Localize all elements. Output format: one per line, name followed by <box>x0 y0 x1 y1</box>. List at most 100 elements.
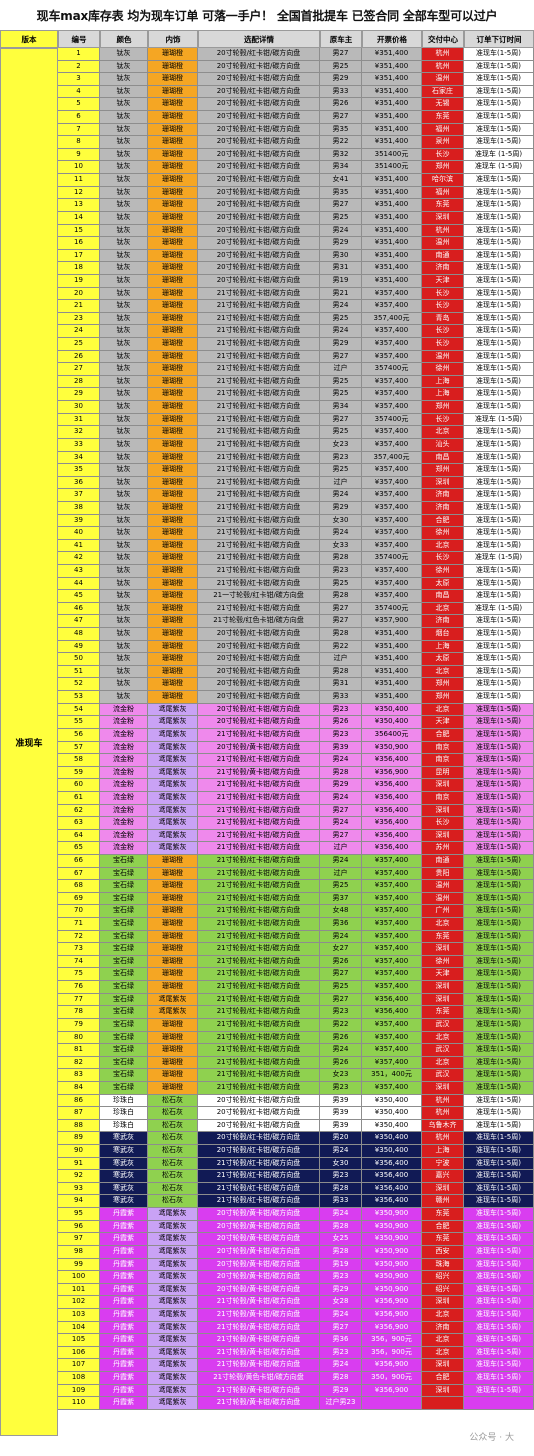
row-options: 21寸轮毂/红卡钳/碳方向盘 <box>198 577 320 591</box>
row-delivery-city: 北京 <box>422 602 464 616</box>
row-delivery-city: 福州 <box>422 123 464 137</box>
row-owner: 男33 <box>320 85 362 99</box>
table-row: 95 丹霞紫 鸢尾紫灰 20寸轮毂/黄卡钳/碳方向盘 男24 ¥350,900 东莞 准现车(… <box>58 1208 534 1221</box>
row-index: 57 <box>58 741 100 755</box>
table-row: 7 钛灰 珊瑚橙 20寸轮毂/红卡钳/碳方向盘 男35 ¥351,400 福州 准现车(1-5… <box>58 123 534 137</box>
row-interior: 松石灰 <box>148 1195 198 1209</box>
row-delivery-city: 上海 <box>422 388 464 402</box>
row-owner: 男21 <box>320 287 362 301</box>
row-interior: 珊瑚橙 <box>148 312 198 326</box>
row-index: 95 <box>58 1208 100 1221</box>
row-owner: 男27 <box>320 48 362 61</box>
row-options: 21寸轮毂/黄卡钳/碳方向盘 <box>198 1334 320 1347</box>
row-price: ¥357,400 <box>362 880 422 893</box>
row-order-time: 准现车(1-5周) <box>464 1296 534 1309</box>
row-interior: 鸢尾紫灰 <box>148 703 198 717</box>
row-delivery-city: 长沙 <box>422 148 464 162</box>
row-color: 钛灰 <box>100 148 148 162</box>
row-owner: 男23 <box>320 1271 362 1284</box>
table-row: 44 钛灰 珊瑚橙 21寸轮毂/红卡钳/碳方向盘 男25 ¥357,400 太原 准现车(1-… <box>58 577 534 591</box>
row-index: 73 <box>58 943 100 956</box>
row-options: 21寸轮毂/红卡钳/碳方向盘 <box>198 880 320 893</box>
row-interior: 珊瑚橙 <box>148 564 198 578</box>
table-row: 76 宝石绿 珊瑚橙 21寸轮毂/红卡钳/碳方向盘 男25 ¥357,400 深圳 准现车(1… <box>58 981 534 994</box>
row-interior: 鸢尾紫灰 <box>148 779 198 792</box>
row-options: 21寸轮毂/红卡钳/碳方向盘 <box>198 375 320 389</box>
row-color: 流金粉 <box>100 754 148 767</box>
row-price: 351，400元 <box>362 1069 422 1082</box>
row-price: ¥357,400 <box>362 1044 422 1057</box>
row-options: 21寸轮毂/红卡钳/碳方向盘 <box>198 1006 320 1019</box>
row-order-time: 准现车(1-5周) <box>464 1308 534 1322</box>
row-owner: 男25 <box>320 426 362 439</box>
row-index: 42 <box>58 552 100 565</box>
row-price: 350，900元 <box>362 1371 422 1385</box>
row-price: ¥357,400 <box>362 464 422 477</box>
row-options: 20寸轮毂/红卡钳/碳方向盘 <box>198 1107 320 1120</box>
row-owner: 男23 <box>320 1081 362 1095</box>
row-delivery-city: 宁波 <box>422 1157 464 1171</box>
row-order-time: 准现车(1-5周) <box>464 1069 534 1082</box>
header-version: 版本 <box>0 30 58 48</box>
table-row: 3 钛灰 珊瑚橙 20寸轮毂/红卡钳/碳方向盘 男29 ¥351,400 温州 准现车(1-5… <box>58 73 534 86</box>
row-delivery-city: 天津 <box>422 968 464 982</box>
row-order-time: 准现车(1-5周) <box>464 880 534 893</box>
row-interior: 松石灰 <box>148 1119 198 1133</box>
row-order-time: 准现车(1-5周) <box>464 249 534 263</box>
row-delivery-city: 郑州 <box>422 161 464 175</box>
row-interior: 鸢尾紫灰 <box>148 754 198 767</box>
row-options: 21寸轮毂/红卡钳/碳方向盘 <box>198 1056 320 1070</box>
row-delivery-city: 杭州 <box>422 1094 464 1108</box>
row-color: 钛灰 <box>100 211 148 225</box>
row-options: 20寸轮毂/红卡钳/碳方向盘 <box>198 262 320 275</box>
row-interior: 珊瑚橙 <box>148 1031 198 1045</box>
row-index: 6 <box>58 111 100 124</box>
row-color: 宝石绿 <box>100 1006 148 1019</box>
row-owner: 男39 <box>320 1094 362 1108</box>
row-interior: 珊瑚橙 <box>148 350 198 364</box>
row-index: 19 <box>58 274 100 288</box>
row-price: ¥357,400 <box>362 426 422 439</box>
row-order-time: 准现车(1-5周) <box>464 791 534 805</box>
row-interior: 珊瑚橙 <box>148 855 198 868</box>
row-price: ¥350,400 <box>362 1145 422 1158</box>
table-row: 34 钛灰 珊瑚橙 21寸轮毂/红卡钳/碳方向盘 男23 357,400元 南昌 准现车(1-… <box>58 451 534 465</box>
row-delivery-city: 杭州 <box>422 48 464 61</box>
row-color: 钛灰 <box>100 678 148 692</box>
table-row: 93 寒武灰 松石灰 21寸轮毂/红卡钳/碳方向盘 男28 ¥356,400 深圳 准现车(1… <box>58 1182 534 1196</box>
row-interior: 鸢尾紫灰 <box>148 804 198 818</box>
row-owner: 男24 <box>320 1208 362 1221</box>
row-order-time: 准现车(1-5周) <box>464 640 534 654</box>
row-delivery-city: 长沙 <box>422 338 464 351</box>
row-delivery-city: 郑州 <box>422 401 464 414</box>
row-color: 丹霞紫 <box>100 1384 148 1398</box>
row-interior: 松石灰 <box>148 1182 198 1196</box>
row-interior: 珊瑚橙 <box>148 476 198 490</box>
row-order-time: 准现车(1-5周) <box>464 968 534 982</box>
row-color: 钛灰 <box>100 85 148 99</box>
table-row: 107 丹霞紫 鸢尾紫灰 21寸轮毂/黄卡钳/碳方向盘 男24 ¥356,900 深圳 准现车… <box>58 1359 534 1372</box>
row-index: 11 <box>58 174 100 187</box>
table-row: 67 宝石绿 珊瑚橙 21寸轮毂/红卡钳/碳方向盘 过户 ¥357,400 贵阳 准现车(1-… <box>58 867 534 881</box>
row-price: ¥357,400 <box>362 905 422 919</box>
table-row: 42 钛灰 珊瑚橙 21寸轮毂/红卡钳/碳方向盘 男28 357400元 长沙 准现车 (1-… <box>58 552 534 565</box>
row-index: 62 <box>58 804 100 818</box>
row-interior: 珊瑚橙 <box>148 375 198 389</box>
row-color: 丹霞紫 <box>100 1359 148 1372</box>
row-owner: 男23 <box>320 1346 362 1360</box>
row-owner: 男22 <box>320 136 362 149</box>
row-index: 29 <box>58 388 100 402</box>
row-price: ¥351,400 <box>362 111 422 124</box>
row-index: 20 <box>58 287 100 301</box>
row-order-time: 准现车(1-5周) <box>464 98 534 112</box>
row-order-time: 准现车(1-5周) <box>464 1145 534 1158</box>
table-row: 57 流金粉 鸢尾紫灰 20寸轮毂/黄卡钳/碳方向盘 男39 ¥350,900 南京 准现车(… <box>58 741 534 755</box>
row-owner: 男20 <box>320 1132 362 1146</box>
row-delivery-city: 北京 <box>422 1056 464 1070</box>
row-interior: 珊瑚橙 <box>148 615 198 629</box>
row-options: 20寸轮毂/红卡钳/碳方向盘 <box>198 640 320 654</box>
row-price: ¥357,400 <box>362 476 422 490</box>
row-delivery-city: 郑州 <box>422 691 464 704</box>
row-interior: 珊瑚橙 <box>148 539 198 553</box>
table-row: 92 寒武灰 松石灰 21寸轮毂/红卡钳/碳方向盘 男23 ¥356,400 嘉兴 准现车(1… <box>58 1170 534 1183</box>
